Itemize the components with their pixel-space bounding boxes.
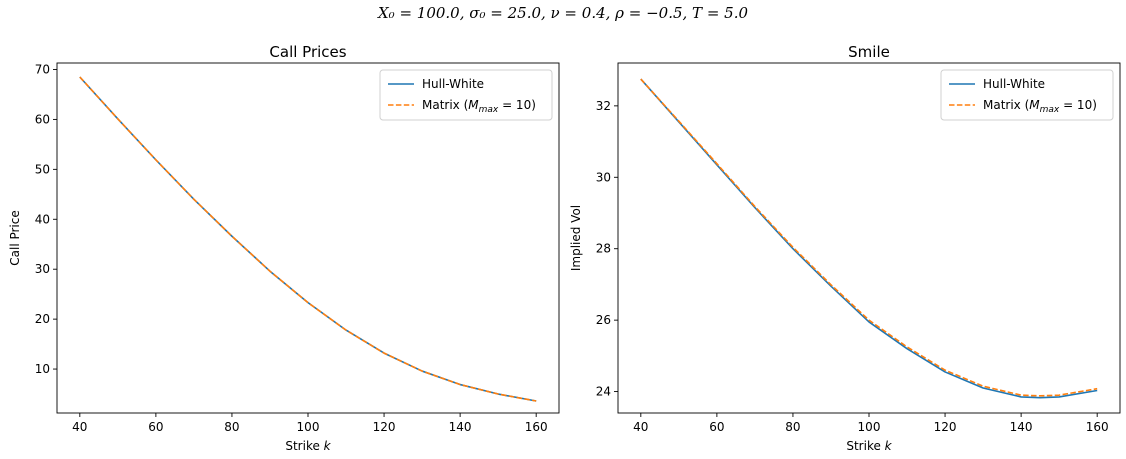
x-tick-label: 100 [297,420,320,434]
legend-box [379,69,553,121]
x-tick-label: 40 [72,420,87,434]
x-tick-label: 120 [373,420,396,434]
y-tick-label: 10 [35,362,50,376]
x-tick-label: 80 [224,420,239,434]
y-tick-label: 30 [35,262,50,276]
x-tick-label: 60 [148,420,163,434]
legend-label-matrix: Matrix (Mmax = 10) [422,98,536,115]
x-tick-label: 160 [525,420,548,434]
y-tick-label: 20 [35,312,50,326]
legend-label-hull-white: Hull-White [422,77,484,91]
series-line-hull-white [79,76,537,402]
x-axis-label: Strike k [285,439,331,453]
figure-suptitle: X₀ = 100.0, σ₀ = 25.0, ν = 0.4, ρ = −0.5… [377,4,749,22]
y-tick-label: 40 [35,212,50,226]
y-tick-label: 70 [35,62,50,76]
y-axis-label: Call Price [8,210,22,266]
legend: Hull-White Matrix (Mmax = 10) [379,69,553,121]
y-tick-label: 50 [35,162,50,176]
chart-title: Call Prices [269,43,346,61]
series-line-matrix [79,76,537,402]
x-tick-label: 140 [449,420,472,434]
y-tick-label: 60 [35,112,50,126]
